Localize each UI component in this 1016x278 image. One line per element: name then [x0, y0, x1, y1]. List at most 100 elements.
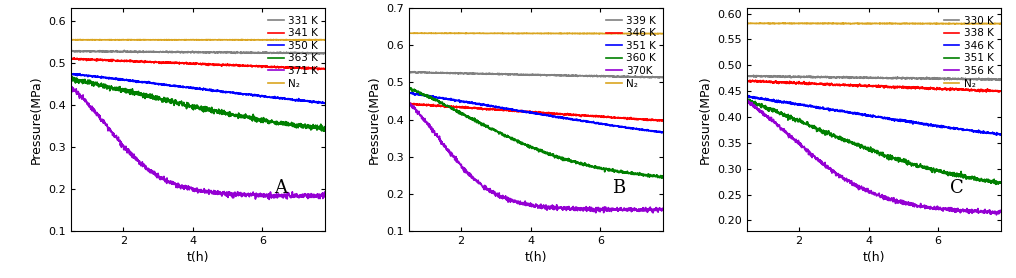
- 360 K: [656, 177, 669, 180]
- 370K: [577, 208, 589, 211]
- 350 K: [318, 102, 330, 105]
- Line: 356 K: 356 K: [747, 100, 1001, 215]
- 351 K: [743, 98, 755, 101]
- Line: 341 K: 341 K: [71, 58, 325, 70]
- 346 K: [995, 133, 1007, 136]
- 346 K: [429, 104, 441, 107]
- 346 K: [577, 114, 589, 117]
- 351 K: [577, 119, 589, 122]
- 350 K: [177, 85, 189, 88]
- 351 K: [939, 171, 951, 175]
- 351 K: [990, 183, 1002, 186]
- 370K: [506, 198, 518, 201]
- 341 K: [177, 61, 189, 64]
- Legend: 330 K, 338 K, 346 K, 351 K, 356 K, N₂: 330 K, 338 K, 346 K, 351 K, 356 K, N₂: [940, 11, 998, 93]
- N₂: [177, 38, 189, 41]
- 351 K: [402, 91, 415, 95]
- N₂: [168, 38, 180, 42]
- 363 K: [319, 126, 331, 130]
- N₂: [429, 32, 441, 35]
- Line: 338 K: 338 K: [747, 80, 1001, 92]
- Y-axis label: Pressure(MPa): Pressure(MPa): [29, 75, 43, 164]
- 346 K: [852, 112, 865, 115]
- 356 K: [944, 207, 956, 211]
- Line: 350 K: 350 K: [71, 74, 325, 103]
- 371 K: [66, 85, 78, 89]
- 371 K: [263, 198, 275, 201]
- 351 K: [995, 181, 1007, 184]
- 351 K: [741, 98, 753, 102]
- 351 K: [852, 144, 865, 148]
- 363 K: [177, 103, 189, 107]
- Line: 346 K: 346 K: [408, 103, 663, 121]
- 339 K: [408, 70, 421, 73]
- 338 K: [767, 81, 779, 85]
- 351 K: [655, 131, 668, 135]
- N₂: [515, 32, 527, 35]
- 331 K: [313, 52, 325, 56]
- N₂: [319, 38, 331, 42]
- N₂: [268, 38, 280, 41]
- 360 K: [402, 86, 415, 89]
- Y-axis label: Pressure(MPa): Pressure(MPa): [368, 75, 381, 164]
- 351 K: [404, 91, 417, 94]
- 356 K: [995, 210, 1007, 214]
- 331 K: [65, 49, 77, 53]
- 341 K: [319, 68, 331, 71]
- N₂: [606, 32, 618, 35]
- 356 K: [915, 204, 928, 207]
- N₂: [852, 22, 865, 25]
- N₂: [837, 21, 849, 25]
- 356 K: [843, 180, 855, 183]
- N₂: [91, 38, 104, 41]
- 330 K: [915, 77, 928, 80]
- N₂: [657, 32, 670, 35]
- 363 K: [91, 81, 104, 85]
- Line: 339 K: 339 K: [408, 72, 663, 78]
- N₂: [741, 22, 753, 25]
- 351 K: [506, 109, 518, 112]
- 339 K: [515, 73, 527, 76]
- Line: N₂: N₂: [747, 23, 1001, 24]
- Line: 360 K: 360 K: [408, 87, 663, 178]
- Text: B: B: [612, 179, 626, 197]
- 341 K: [240, 64, 252, 67]
- 338 K: [980, 90, 993, 94]
- 331 K: [268, 51, 280, 54]
- 346 K: [741, 95, 753, 98]
- Line: 351 K: 351 K: [747, 99, 1001, 184]
- 356 K: [741, 99, 753, 102]
- 346 K: [915, 122, 928, 126]
- 346 K: [742, 94, 754, 97]
- N₂: [995, 22, 1007, 25]
- 346 K: [404, 102, 417, 105]
- 370K: [657, 208, 670, 212]
- 346 K: [843, 110, 855, 114]
- 339 K: [402, 71, 415, 74]
- N₂: [767, 22, 779, 25]
- 346 K: [515, 109, 527, 112]
- Line: 363 K: 363 K: [71, 76, 325, 131]
- 331 K: [240, 51, 252, 54]
- 351 K: [843, 140, 855, 143]
- N₂: [645, 32, 657, 36]
- 346 K: [651, 119, 663, 123]
- 371 K: [240, 194, 252, 198]
- 360 K: [403, 86, 416, 89]
- 370K: [515, 202, 527, 205]
- 346 K: [944, 127, 956, 130]
- Text: C: C: [950, 179, 964, 197]
- 338 K: [843, 83, 855, 87]
- Line: 330 K: 330 K: [747, 75, 1001, 80]
- Line: 346 K: 346 K: [747, 95, 1001, 135]
- 360 K: [657, 175, 670, 178]
- 346 K: [995, 133, 1007, 137]
- 356 K: [991, 213, 1003, 217]
- 356 K: [852, 184, 865, 187]
- 371 K: [268, 193, 280, 196]
- 370K: [601, 209, 614, 212]
- 331 K: [168, 50, 180, 53]
- 341 K: [68, 56, 80, 60]
- N₂: [577, 32, 589, 36]
- 363 K: [268, 121, 280, 125]
